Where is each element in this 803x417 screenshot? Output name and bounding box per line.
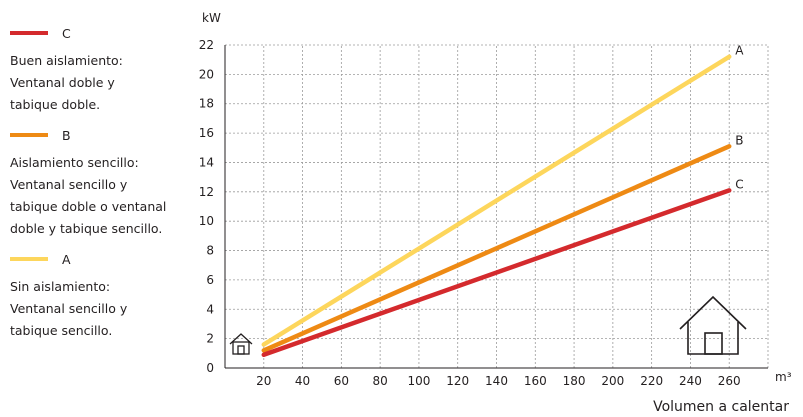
y-tick-labels: 0 2 4 6 8 10 12 14 16 18 20 22 bbox=[199, 38, 214, 375]
x-tick-labels: 20 40 60 80 100 120 140 160 180 200 220 240 260 bbox=[256, 374, 741, 388]
x-tick-label: 200 bbox=[601, 374, 624, 388]
x-tick-label: 20 bbox=[256, 374, 271, 388]
x-axis-label: Volumen a calentar bbox=[653, 399, 789, 415]
x-tick-label: 80 bbox=[373, 374, 388, 388]
legend-entry-b: B Aislamiento sencillo: Ventanal sencill… bbox=[10, 124, 190, 240]
series-line-c bbox=[261, 188, 732, 358]
legend-swatch-c bbox=[10, 31, 48, 35]
legend-line: Ventanal sencillo y bbox=[10, 177, 128, 192]
series-label-b: B bbox=[735, 133, 743, 147]
legend-line: tabique sencillo. bbox=[10, 323, 113, 338]
y-axis-label: kW bbox=[202, 11, 221, 25]
series-line-a bbox=[261, 54, 732, 347]
legend-entry-c: C Buen aislamiento: Ventanal doble y tab… bbox=[10, 22, 190, 116]
y-tick-label: 14 bbox=[199, 155, 214, 169]
axes bbox=[224, 45, 768, 369]
legend-line: tabique doble o ventanal bbox=[10, 199, 167, 214]
series-line-b bbox=[261, 144, 732, 353]
series-end-labels: A B C bbox=[735, 44, 744, 192]
legend-key-a: A bbox=[62, 251, 71, 267]
x-tick-label: 40 bbox=[295, 374, 310, 388]
legend-description-c: Buen aislamiento: Ventanal doble y tabiq… bbox=[10, 50, 190, 116]
x-axis-unit: m³ bbox=[775, 370, 792, 384]
y-tick-label: 4 bbox=[206, 302, 214, 316]
legend: C Buen aislamiento: Ventanal doble y tab… bbox=[10, 22, 190, 350]
y-tick-label: 2 bbox=[206, 332, 214, 346]
x-tick-label: 140 bbox=[485, 374, 508, 388]
legend-header-a: A bbox=[10, 248, 190, 270]
large-house-icon bbox=[679, 295, 747, 355]
legend-key-c: C bbox=[62, 25, 71, 41]
y-tick-label: 16 bbox=[199, 126, 214, 140]
series-lines bbox=[261, 54, 732, 358]
y-tick-label: 6 bbox=[206, 273, 214, 287]
y-tick-label: 22 bbox=[199, 38, 214, 52]
y-tick-label: 8 bbox=[206, 244, 214, 258]
legend-line: Ventanal doble y bbox=[10, 75, 115, 90]
series-label-c: C bbox=[735, 177, 743, 191]
x-tick-label: 60 bbox=[334, 374, 349, 388]
x-tick-label: 180 bbox=[563, 374, 586, 388]
y-tick-label: 0 bbox=[206, 361, 214, 375]
x-tick-label: 160 bbox=[524, 374, 547, 388]
legend-line: Aislamiento sencillo: bbox=[10, 155, 139, 170]
legend-line: Sin aislamiento: bbox=[10, 279, 111, 294]
legend-description-a: Sin aislamiento: Ventanal sencillo y tab… bbox=[10, 276, 190, 342]
y-tick-label: 18 bbox=[199, 97, 214, 111]
x-tick-label: 100 bbox=[407, 374, 430, 388]
legend-swatch-a bbox=[10, 257, 48, 261]
x-tick-label: 240 bbox=[679, 374, 702, 388]
series-label-a: A bbox=[735, 44, 744, 58]
legend-line: Buen aislamiento: bbox=[10, 53, 123, 68]
legend-entry-a: A Sin aislamiento: Ventanal sencillo y t… bbox=[10, 248, 190, 342]
legend-line: doble y tabique sencillo. bbox=[10, 221, 163, 236]
x-tick-label: 260 bbox=[718, 374, 741, 388]
legend-line: tabique doble. bbox=[10, 97, 101, 112]
legend-header-b: B bbox=[10, 124, 190, 146]
legend-key-b: B bbox=[62, 127, 71, 143]
y-tick-label: 10 bbox=[199, 214, 214, 228]
legend-line: Ventanal sencillo y bbox=[10, 301, 128, 316]
legend-description-b: Aislamiento sencillo: Ventanal sencillo … bbox=[10, 152, 190, 240]
y-tick-label: 12 bbox=[199, 185, 214, 199]
x-tick-label: 120 bbox=[446, 374, 469, 388]
legend-header-c: C bbox=[10, 22, 190, 44]
y-tick-label: 20 bbox=[199, 67, 214, 81]
small-house-icon bbox=[229, 333, 253, 355]
x-tick-label: 220 bbox=[640, 374, 663, 388]
legend-swatch-b bbox=[10, 133, 48, 137]
